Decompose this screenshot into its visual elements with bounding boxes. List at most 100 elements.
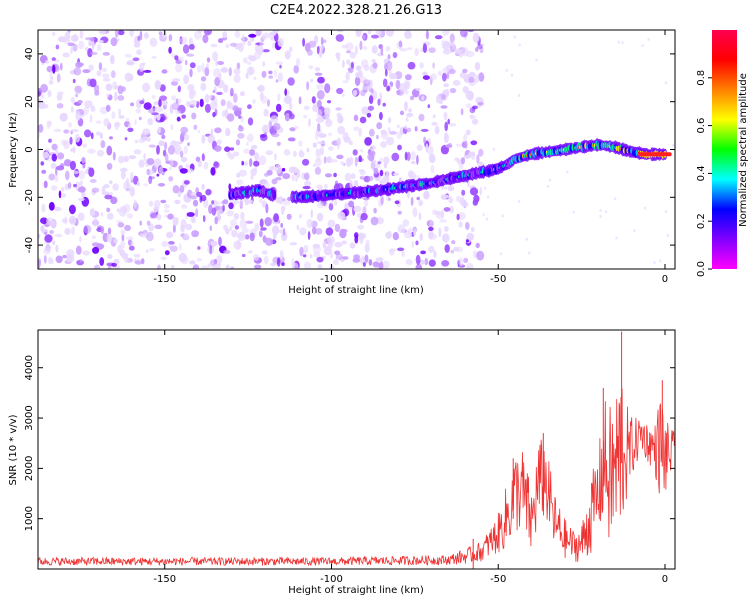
spectrogram-noise-cell <box>548 178 552 182</box>
spectrogram-noise-cell <box>159 95 168 101</box>
spectrogram-noise-cell <box>148 175 153 185</box>
spectrogram-noise-cell <box>174 140 180 146</box>
spectrogram-noise-cell <box>72 43 78 52</box>
spectrogram-noise-cell <box>41 169 47 174</box>
spectrogram-noise-cell <box>249 232 255 242</box>
spectrogram-noise-cell <box>324 184 328 189</box>
spectrogram-noise-cell <box>475 242 480 249</box>
spectrogram-noise-cell <box>64 227 71 235</box>
spectrogram-noise-cell <box>54 59 60 63</box>
spectrogram-noise-cell <box>160 199 167 204</box>
spectrogram-noise-cell <box>197 30 203 34</box>
spectrogram-noise-cell <box>203 161 209 170</box>
spectrogram-noise-cell <box>319 146 325 155</box>
spectrogram-noise-cell <box>75 111 81 121</box>
spectrogram-noise-cell <box>204 66 210 77</box>
spectrogram-noise-cell <box>318 50 323 58</box>
spectrogram-noise-cell <box>211 207 217 216</box>
spectrogram-noise-cell <box>77 186 86 193</box>
snr-frame <box>37 329 676 570</box>
spectrogram-noise-cell <box>414 48 419 57</box>
spectrogram-noise-cell <box>228 226 233 232</box>
spectrogram-noise-cell <box>465 222 470 230</box>
spectrogram-noise-cell <box>258 155 267 166</box>
spectrogram-noise-cell <box>187 142 190 147</box>
spectrogram-noise-cell <box>354 76 361 87</box>
x-tick-label: 0 <box>662 274 668 285</box>
spectrogram-noise-cell <box>134 139 139 144</box>
spectrogram-noise-cell <box>483 186 487 190</box>
spectrogram-noise-cell <box>112 183 119 191</box>
spectrogram-noise-cell <box>53 206 62 212</box>
spectrogram-noise-cell <box>617 40 620 44</box>
spectrogram-noise-cell <box>67 42 75 47</box>
spectrogram-noise-cell <box>105 83 113 91</box>
spectrogram-noise-cell <box>56 103 64 109</box>
spectrogram-noise-cell <box>206 57 211 63</box>
colorbar-tick-label: 0.4 <box>696 165 707 181</box>
spectrogram-noise-cell <box>443 186 448 190</box>
spectrogram-noise-cell <box>385 170 390 181</box>
colorbar-strip <box>712 30 737 269</box>
spectrogram-noise-cell <box>404 230 413 239</box>
spectrogram-noise-cell <box>272 122 281 131</box>
spectrogram-noise-cell <box>373 207 377 214</box>
spectrogram-noise-cell <box>363 199 369 207</box>
spectrogram-noise-cell <box>212 51 219 62</box>
spectrogram-noise-cell <box>289 242 298 246</box>
spectrogram-noise-cell <box>263 255 269 265</box>
spectrogram-noise-cell <box>228 67 232 77</box>
spectrogram-noise-cell <box>91 235 96 239</box>
spectrogram-noise-cell <box>246 66 255 75</box>
spectrogram-noise-cell <box>171 78 181 82</box>
spectrogram-noise-cell <box>187 84 195 92</box>
spectrogram-noise-cell <box>120 171 126 180</box>
spectrogram-noise-cell <box>492 147 496 151</box>
spectrogram-noise-cell <box>110 54 115 65</box>
spectrogram-noise-cell <box>126 213 134 219</box>
spectrogram-noise-cell <box>59 62 63 71</box>
spectrogram-noise-cell <box>442 48 451 55</box>
spectrogram-noise-cell <box>312 142 317 148</box>
spectrogram-noise-cell <box>499 252 503 256</box>
spectrogram-noise-cell <box>327 146 334 151</box>
spectrogram-noise-cell <box>125 117 130 123</box>
spectrogram-noise-cell <box>429 231 435 237</box>
spectrogram-noise-cell <box>68 215 77 225</box>
spectrogram-noise-cell <box>386 136 395 146</box>
spectrogram-noise-cell <box>279 229 284 234</box>
spectrogram-noise-cell <box>129 30 134 37</box>
spectrogram-noise-cell <box>316 90 325 100</box>
spectrogram-noise-cell <box>239 91 246 97</box>
spectrogram-noise-cell <box>359 116 367 124</box>
spectrogram-noise-cell <box>443 83 449 88</box>
spectrogram-noise-cell <box>404 101 408 112</box>
spectrogram-noise-cell <box>346 50 351 54</box>
spectrogram-noise-cell <box>62 254 67 259</box>
spectrogram-y-label: Frequency (Hz) <box>8 112 19 188</box>
spectrogram-noise-cell <box>149 37 158 47</box>
spectrogram-noise-cell <box>320 36 324 46</box>
spectrogram-noise-cell <box>335 253 343 260</box>
spectrogram-noise-cell <box>226 113 235 122</box>
spectrogram-noise-cell <box>161 134 166 140</box>
spectrogram-noise-cell <box>363 79 371 87</box>
spectrogram-noise-cell <box>364 243 370 253</box>
spectrogram-noise-cell <box>435 210 442 216</box>
spectrogram-noise-cell <box>95 120 102 124</box>
spectrogram-noise-cell <box>316 141 326 145</box>
spectrogram-noise-cell <box>254 223 260 232</box>
spectrogram-noise-cell <box>205 188 212 196</box>
spectrogram-noise-cell <box>275 196 284 203</box>
spectrogram-noise-cell <box>190 216 195 223</box>
spectrogram-noise-cell <box>477 43 483 50</box>
spectrogram-noise-cell <box>134 260 143 265</box>
spectrogram-noise-cell <box>397 210 402 215</box>
spectrogram-noise-cell <box>120 229 126 236</box>
spectrogram-noise-cell <box>254 264 262 269</box>
spectrogram-noise-cell <box>302 185 311 190</box>
spectrogram-noise-cell <box>407 127 412 133</box>
spectrogram-noise-cell <box>56 165 65 171</box>
spectrogram-noise-cell <box>67 182 72 189</box>
spectrogram-noise-cell <box>151 55 157 59</box>
